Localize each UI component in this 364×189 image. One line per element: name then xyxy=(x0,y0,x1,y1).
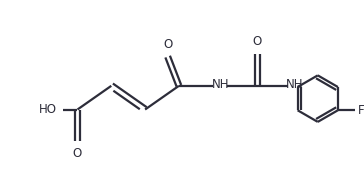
Text: NH: NH xyxy=(211,78,229,91)
Text: HO: HO xyxy=(39,103,57,116)
Text: O: O xyxy=(73,147,82,160)
Text: F: F xyxy=(357,104,364,117)
Text: O: O xyxy=(253,35,262,48)
Text: NH: NH xyxy=(286,78,303,91)
Text: O: O xyxy=(163,38,172,51)
